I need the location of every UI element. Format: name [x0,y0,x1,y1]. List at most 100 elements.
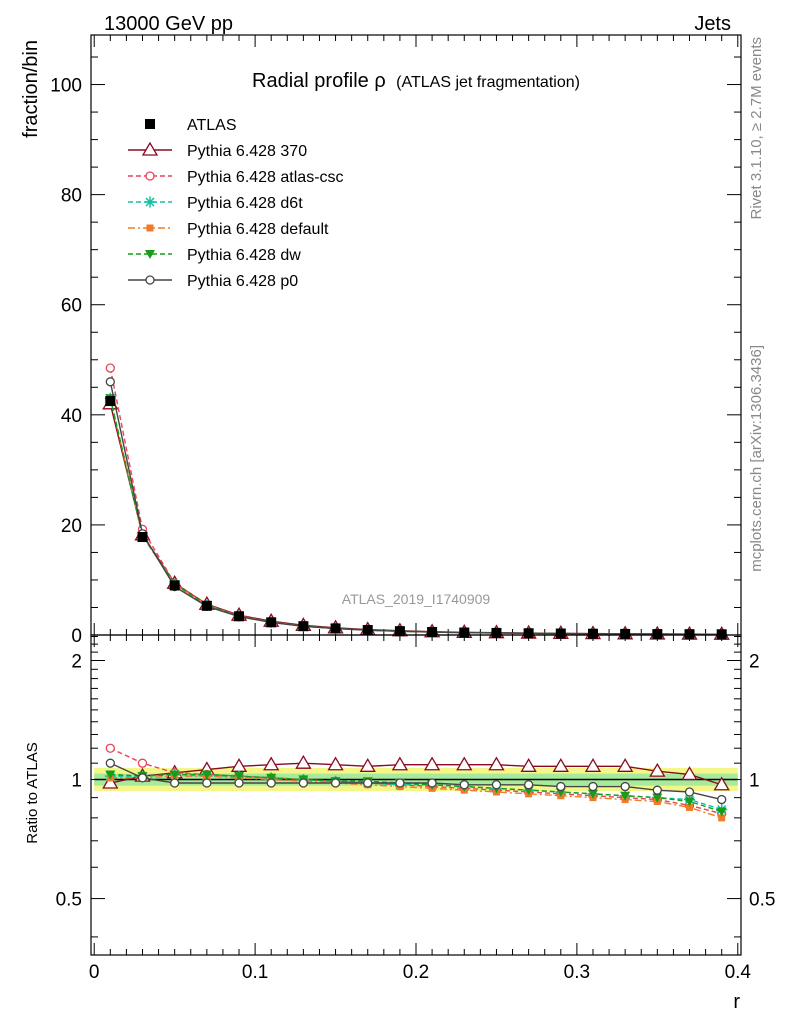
ratio-point [684,787,695,797]
ratio-plot: 0 0.1 0.2 0.3 0.4 0.5 0.5 1 1 2 2 [56,634,775,983]
ratio-tick-label-right: 0.5 [749,890,775,911]
ratio-line [110,773,722,811]
legend-label: Pythia 6.428 dw [187,247,301,264]
ratio-point [234,772,245,782]
data-point [298,621,309,632]
ratio-point [423,756,441,771]
y-tick-label: 0 [71,626,82,647]
legend-label: Pythia 6.428 p0 [187,273,298,290]
data-point [587,628,598,639]
ratio-tick-label-right: 2 [749,651,760,672]
ratio-line [110,747,722,815]
data-point [234,611,245,622]
ratio-point [359,758,376,772]
data-point [459,627,470,638]
y-tick-label: 40 [61,406,82,427]
ratio-point [201,770,212,780]
y-tick-label: 20 [61,516,82,537]
ratio-point [584,758,602,772]
ratio-tick-label-right: 1 [749,771,760,792]
ratio-point [649,762,666,777]
data-point [716,629,727,640]
ratio-point [617,758,634,772]
ratio-tick-label: 1 [71,771,82,792]
x-tick-label: 0.3 [564,962,590,983]
ratio-point [588,781,598,792]
side-label-top: Rivet 3.1.10, ≥ 2.7M events [748,37,765,220]
watermark: ATLAS_2019_I1740909 [342,591,491,607]
ratio-point [620,791,631,801]
series-line [109,381,722,636]
ratio-point [681,766,698,781]
ratio-series-5 [105,758,727,805]
ratio-point [137,773,148,783]
data-point [491,627,502,638]
ratio-point [266,778,276,788]
y-tick-label: 100 [50,76,82,97]
ratio-point [459,780,469,790]
ratio-point [391,756,409,771]
ratio-point [456,756,473,771]
ratio-point [105,758,115,768]
chart-title: Radial profile ρ (ATLAS jet fragmentatio… [252,70,580,92]
ratio-point [105,743,115,753]
ratio-point [169,770,180,780]
ratio-line [110,762,722,786]
ratio-tick-label: 0.5 [56,890,82,911]
x-tick-label: 0.4 [725,962,752,983]
ratio-point [170,778,180,788]
data-point [330,623,341,634]
data-point [394,626,405,637]
ratio-point [716,807,727,817]
data-point [169,580,180,591]
ratio-line [110,762,722,801]
ratio-point [298,778,309,788]
ratio-point [202,778,212,788]
chart-title-sub: (ATLAS jet fragmentation) [396,74,580,91]
ratio-line [110,773,722,813]
ratio-point [491,780,502,790]
ratio-point [552,758,569,772]
legend-marker [145,275,155,285]
ratio-point [652,793,663,803]
ratio-point [718,814,726,822]
ratio-point [556,781,566,792]
ratio-point [686,803,694,811]
data-point [201,600,212,611]
data-point [652,629,663,640]
ratio-tick-label: 2 [71,651,82,672]
legend-marker [146,224,154,232]
ratio-point [523,780,534,790]
x-tick-label: 0.2 [403,962,429,983]
ratio-series-0 [102,754,730,791]
ratio-point [105,770,116,780]
x-tick-label: 0.1 [242,962,268,983]
legend-label: ATLAS [187,117,237,134]
header-right: Jets [694,13,731,35]
y-tick-label: 60 [61,296,82,317]
ratio-point [234,778,244,788]
data-point [684,629,695,640]
side-label-bottom: mcplots.cern.ch [arXiv:1306.3436] [748,345,765,572]
data-point [620,628,631,639]
ratio-line [110,775,722,819]
y-tick-label: 80 [61,186,82,207]
data-point [105,396,116,407]
ratio-point [620,781,630,792]
ratio-point [684,797,695,807]
ratio-frame [90,634,742,956]
legend: ATLAS Pythia 6.428 370 Pythia 6.428 atlas-… [128,117,344,290]
ratio-point [363,778,373,788]
data-point [266,617,277,628]
x-axis-label: r [733,991,740,1013]
data-point [427,626,438,637]
data-point [523,628,534,639]
series-point [105,377,115,387]
legend-marker [144,196,156,208]
ratio-y-axis-label: Ratio to ATLAS [24,742,41,843]
ratio-point [652,785,662,795]
ratio-point [137,758,148,768]
chart-title-main: Radial profile ρ [252,70,386,92]
data-point [137,532,148,543]
ratio-point [488,756,505,771]
